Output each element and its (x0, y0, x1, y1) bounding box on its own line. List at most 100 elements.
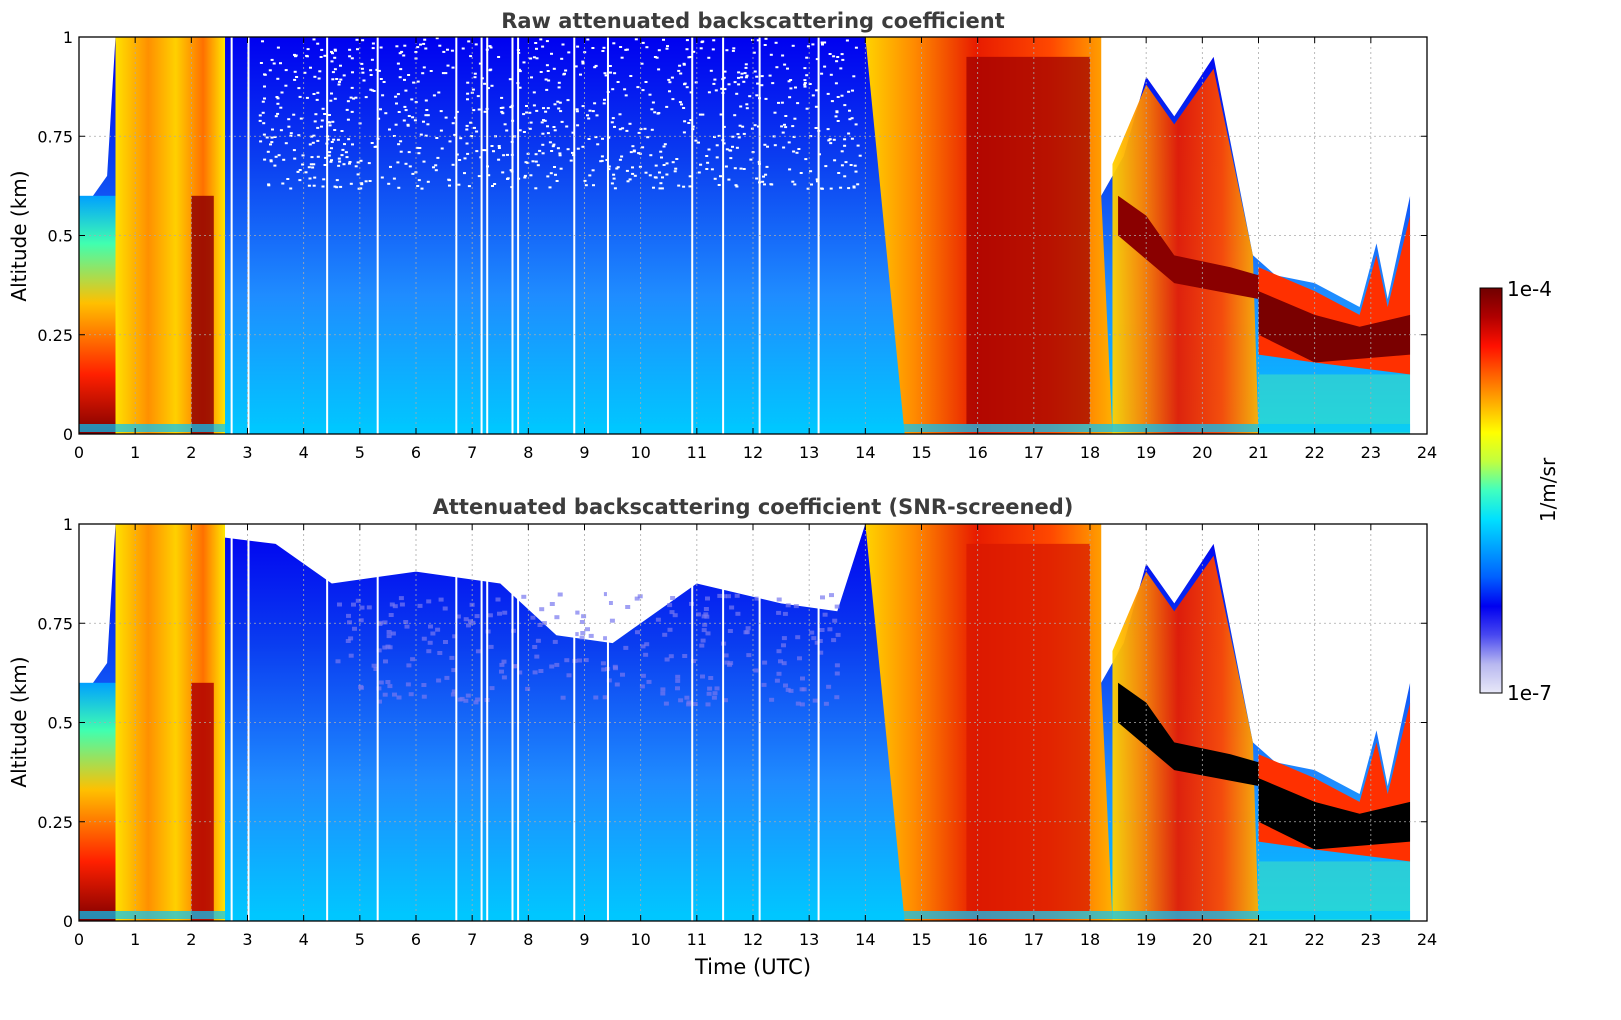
screened-speck (781, 661, 787, 666)
noise-speck (540, 121, 544, 124)
screened-speck (355, 598, 361, 603)
noise-speck (311, 141, 315, 144)
noise-speck (327, 154, 331, 157)
screened-speck (579, 635, 585, 640)
noise-speck (538, 149, 542, 152)
screened-speck (705, 631, 711, 636)
noise-speck (426, 123, 430, 126)
screened-speck (351, 602, 356, 607)
noise-speck (682, 131, 686, 134)
noise-speck (722, 125, 726, 128)
noise-speck (316, 155, 320, 158)
noise-speck (473, 76, 477, 79)
screened-speck (831, 638, 837, 643)
noise-speck (739, 105, 743, 108)
noise-speck (723, 88, 727, 91)
noise-speck (571, 131, 575, 134)
noise-speck (416, 46, 420, 49)
noise-speck (613, 187, 617, 190)
noise-speck (465, 124, 469, 127)
noise-speck (555, 180, 559, 182)
screened-speck (539, 607, 545, 612)
noise-speck (701, 113, 705, 116)
screened-speck (707, 686, 713, 691)
screened-speck (832, 618, 838, 623)
raw-gridlines (79, 37, 1427, 434)
x-tick-label: 19 (1136, 443, 1156, 462)
noise-speck (419, 133, 423, 136)
noise-speck (279, 106, 283, 109)
noise-speck (766, 145, 769, 148)
noise-speck (473, 72, 477, 75)
noise-speck (631, 166, 634, 169)
screened-speck (348, 636, 354, 641)
noise-speck (395, 102, 398, 105)
noise-speck (406, 123, 410, 126)
noise-speck (789, 87, 793, 90)
noise-speck (259, 140, 263, 143)
noise-speck (688, 56, 692, 58)
noise-speck (345, 156, 349, 159)
noise-speck (500, 96, 504, 99)
noise-speck (845, 39, 849, 42)
screened-speck (366, 605, 372, 610)
cloud-core-early (191, 682, 214, 921)
noise-speck (723, 70, 727, 73)
screened-speck (723, 653, 729, 658)
screened-speck (501, 675, 507, 680)
x-tick-label: 2 (186, 930, 196, 949)
noise-speck (753, 70, 757, 73)
noise-speck (683, 120, 687, 123)
noise-speck (488, 45, 492, 48)
noise-speck (293, 78, 297, 81)
noise-speck (532, 104, 536, 107)
screened-speck (701, 628, 707, 633)
screened-speck (377, 699, 382, 704)
noise-speck (682, 107, 686, 109)
noise-speck (601, 137, 604, 140)
noise-speck (343, 143, 346, 146)
noise-speck (340, 154, 344, 157)
noise-speck (854, 46, 858, 49)
x-tick-label: 15 (911, 930, 931, 949)
x-tick-label: 7 (467, 930, 477, 949)
noise-speck (574, 65, 578, 68)
noise-speck (657, 112, 661, 114)
noise-speck (844, 161, 848, 164)
noise-speck (296, 170, 300, 173)
noise-speck (348, 161, 352, 163)
noise-speck (612, 173, 616, 176)
noise-speck (483, 82, 487, 85)
x-tick-label: 9 (579, 930, 589, 949)
noise-speck (650, 128, 654, 131)
noise-speck (321, 185, 325, 188)
noise-speck (856, 183, 860, 186)
screened-speck (606, 678, 612, 683)
noise-speck (518, 70, 522, 73)
low-cloud-core (1258, 291, 1411, 363)
noise-speck (307, 184, 311, 187)
x-tick-label: 9 (579, 443, 589, 462)
noise-speck (299, 117, 303, 120)
noise-speck (663, 143, 667, 146)
x-tick-label: 5 (355, 930, 365, 949)
screened-backscatter-panel: Attenuated backscattering coefficient (S… (7, 495, 1437, 979)
noise-speck (486, 87, 490, 90)
noise-speck (262, 133, 266, 136)
screened-speck (675, 674, 681, 679)
noise-speck (347, 138, 351, 141)
noise-speck (769, 183, 773, 186)
noise-speck (422, 42, 426, 45)
noise-speck (553, 129, 557, 132)
noise-speck (350, 57, 354, 60)
noise-speck (483, 110, 487, 113)
noise-speck (852, 186, 856, 189)
noise-speck (276, 97, 280, 100)
noise-speck (517, 68, 521, 71)
noise-speck (335, 186, 339, 189)
noise-speck (564, 69, 568, 72)
noise-speck (492, 150, 495, 153)
noise-speck (697, 171, 701, 174)
screened-speck (532, 645, 538, 649)
noise-speck (764, 173, 768, 176)
